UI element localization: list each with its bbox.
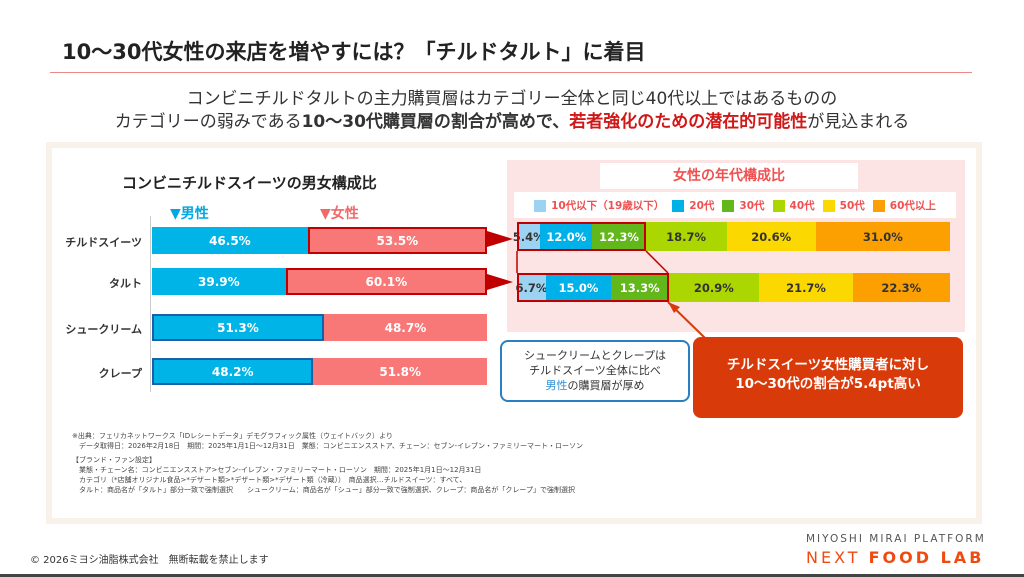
source-note: カテゴリ（*店舗オリジナル食品>*デザート類>*デザート類>*デザート類（冷蔵）… (72, 476, 467, 484)
source-note: データ取得日：2026年2月18日 期間：2025年1月1日〜12月31日 業態… (72, 442, 584, 450)
note-text: 男性の購買層が厚め (502, 378, 688, 393)
legend-item: 50代 (822, 198, 865, 213)
legend-swatch (672, 199, 685, 212)
age-segment: 5.4% (513, 222, 545, 251)
source-note: 業態・チェーン名：コンビニエンスストア>セブン-イレブン・ファミリーマート・ロー… (72, 466, 482, 474)
highlight-10-30 (517, 273, 669, 302)
copyright: © 2026ミヨシ油脂株式会社 無断転載を禁止します (30, 555, 269, 566)
bottom-bar (0, 574, 1024, 577)
legend-item: 30代 (722, 198, 765, 213)
age-segment: 20.9% (668, 273, 760, 302)
logo-foodlab: FOOD LAB (868, 548, 985, 567)
age-legend: 10代以下（19歳以下） 20代 30代 40代 50代 60代以上 (514, 192, 956, 218)
age-chart-title: 女性の年代構成比 (600, 163, 858, 189)
subtitle-text: が見込まれる (807, 112, 910, 132)
age-segment: 12.3% (592, 222, 646, 251)
key-finding-callout: チルドスイーツ女性購買者に対し 10〜30代の割合が5.4pt高い (693, 337, 963, 418)
age-segment: 21.7% (759, 273, 853, 302)
category-label: シュークリーム (65, 323, 142, 336)
note-male: 男性 (545, 379, 568, 392)
male-bar: 48.2% (152, 358, 314, 385)
legend-item: 40代 (772, 198, 815, 213)
note-text: の購買層が厚め (567, 379, 645, 392)
legend-swatch (772, 199, 785, 212)
female-bar: 53.5% (307, 227, 487, 254)
logo: NEXT FOOD LAB (806, 548, 984, 567)
legend-label: 40代 (789, 199, 815, 212)
source-note: 【ブランド・ファン設定】 (72, 456, 156, 464)
male-bar: 46.5% (152, 227, 308, 254)
subtitle-line2: カテゴリーの弱みである10〜30代購買層の割合が高めで、若者強化のための潜在的可… (0, 107, 1024, 132)
title-divider (50, 72, 972, 73)
female-bar: 51.8% (313, 358, 487, 385)
subtitle-emphasis: 若者強化のための潜在的可能性 (569, 112, 808, 132)
male-note-callout: シュークリームとクレープは チルドスイーツ全体に比べ 男性の購買層が厚め (500, 340, 690, 402)
subtitle-bold: 10〜30代購買層の割合が高めで、 (301, 112, 570, 132)
arrow-row2 (487, 274, 513, 290)
highlight-10-30 (517, 222, 646, 251)
category-label: チルドスイーツ (65, 236, 142, 249)
legend-swatch (722, 199, 735, 212)
logo-top: MIYOSHI MIRAI PLATFORM (806, 533, 986, 545)
legend-item: 60代以上 (872, 198, 936, 213)
subtitle-text: カテゴリーの弱みである (114, 112, 302, 132)
legend-male: ▼男性 (170, 206, 209, 222)
note-text: シュークリームとクレープは (523, 349, 666, 362)
logo-next: NEXT (806, 548, 869, 567)
category-label: タルト (109, 277, 142, 290)
legend-swatch (822, 199, 835, 212)
category-label: クレープ (98, 367, 142, 380)
arrow-row1 (487, 231, 513, 247)
gender-chart-title: コンビニチルドスイーツの男女構成比 (122, 174, 377, 192)
legend-label: 10代以下（19歳以下） (551, 199, 665, 212)
male-bar: 39.9% (152, 268, 286, 295)
finding-text: 10〜30代の割合が5.4pt高い (735, 376, 921, 392)
age-segment: 12.0% (540, 222, 593, 251)
age-segment: 22.3% (853, 273, 950, 302)
age-segment: 6.7% (516, 273, 547, 302)
source-note: ※出典：フェリカネットワークス「IDレシートデータ」デモグラフィック属性（ウェイ… (72, 432, 393, 440)
finding-text: チルドスイーツ女性購買者に対し (726, 357, 930, 373)
source-note: タルト：商品名が「タルト」部分一致で強制選択 シュークリーム：商品名が「シュー」… (72, 486, 575, 494)
age-segment: 18.7% (645, 222, 727, 251)
female-bar: 48.7% (323, 314, 487, 341)
legend-item: 20代 (672, 198, 714, 213)
note-text: チルドスイーツ全体に比べ (529, 364, 661, 377)
connector-right (645, 250, 669, 274)
female-bar: 60.1% (285, 268, 487, 295)
legend-swatch (872, 199, 885, 212)
age-segment: 20.6% (726, 222, 816, 251)
age-segment: 31.0% (815, 222, 950, 251)
legend-label: 60代以上 (889, 199, 936, 212)
legend-swatch (534, 199, 547, 212)
legend-label: 20代 (689, 199, 715, 212)
page-title: 10〜30代女性の来店を増やすには？「チルドタルト」に着目 (62, 40, 646, 64)
age-segment: 13.3% (610, 273, 669, 302)
legend-label: 50代 (839, 199, 865, 212)
legend-item: 10代以下（19歳以下） (534, 198, 664, 213)
legend-female: ▼女性 (320, 206, 359, 222)
male-bar: 51.3% (152, 314, 324, 341)
age-segment: 15.0% (546, 273, 611, 302)
legend-label: 30代 (739, 199, 765, 212)
axis-line (150, 216, 151, 392)
subtitle-line1: コンビニチルドタルトの主力購買層はカテゴリー全体と同じ40代以上ではあるものの (186, 89, 838, 109)
callout-arrowhead (668, 302, 680, 313)
